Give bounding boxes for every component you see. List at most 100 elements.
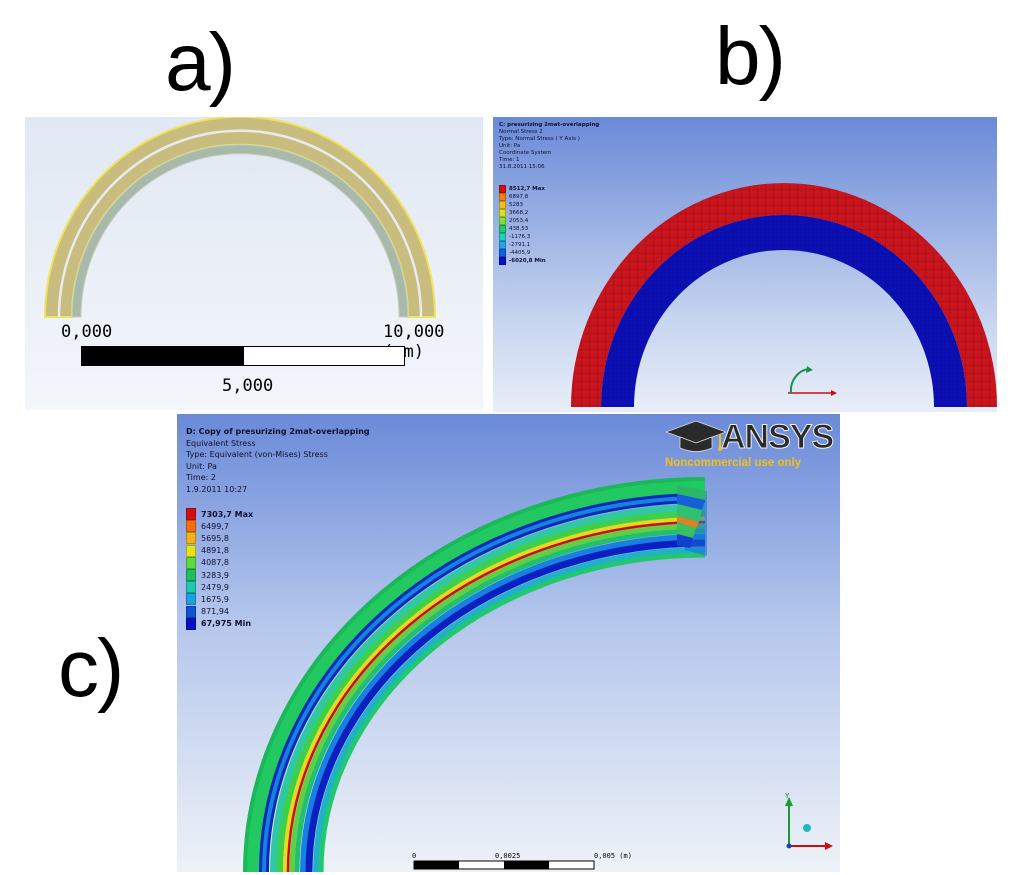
legend-swatch xyxy=(186,556,196,569)
panel-label-c: c) xyxy=(58,623,124,714)
legend-swatch xyxy=(186,593,196,606)
panel-c-header-line: D: Copy of presurizing 2mat-overlapping xyxy=(186,427,370,436)
legend-label: 438,53 xyxy=(509,226,529,232)
legend-label: 4891,8 xyxy=(201,546,229,556)
legend-label: -1176,3 xyxy=(509,234,531,240)
legend-entry: 2479,9 xyxy=(186,581,253,594)
panel-c-header-line: Unit: Pa xyxy=(186,461,217,471)
ansys-logo: ANSYS Noncommercial use only xyxy=(665,418,835,474)
panel-c-header-line: 1.9.2011 10:27 xyxy=(186,484,248,494)
triad-y-label: Y xyxy=(785,792,790,800)
legend-entry: 5283 xyxy=(499,201,546,209)
legend-label: 8512,7 Max xyxy=(509,186,545,192)
legend-label: 7303,7 Max xyxy=(201,509,254,519)
ansys-logo-name: ANSYS xyxy=(720,418,834,457)
scale-label-mid: 5,000 xyxy=(222,376,274,396)
legend-label: 3283,9 xyxy=(201,570,229,580)
legend-swatch xyxy=(499,241,506,249)
panel-b-header-line: Coordinate System xyxy=(499,150,552,156)
ansys-logo-notice: Noncommercial use only xyxy=(665,457,802,469)
legend-label: 3668,2 xyxy=(509,210,529,216)
legend-swatch xyxy=(499,233,506,241)
legend-label: 67,975 Min xyxy=(201,619,252,629)
triad-icon xyxy=(785,797,833,850)
legend-label: -4405,9 xyxy=(509,250,531,256)
legend-swatch xyxy=(186,520,196,533)
panel-b-header-line: Time: 1 xyxy=(499,157,520,163)
panel-b-ring xyxy=(571,183,997,407)
legend-entry: 1675,9 xyxy=(186,593,253,606)
legend-swatch xyxy=(499,209,506,217)
legend-label: 6499,7 xyxy=(201,521,229,531)
legend-swatch xyxy=(499,193,506,201)
legend-label: 2479,9 xyxy=(201,582,229,592)
legend-entry: 8512,7 Max xyxy=(499,185,546,193)
panel-b-header-line: 31.8.2011 15:06 xyxy=(499,164,545,170)
scale-tick-2: 0,005 (m) xyxy=(594,852,632,860)
legend-entry: 4891,8 xyxy=(186,544,253,557)
legend-label: 4087,8 xyxy=(201,558,229,568)
panel-b-legend: 8512,7 Max 6897,8 5283 3668,2 2053,4 438… xyxy=(499,185,546,265)
legend-entry: 871,94 xyxy=(186,605,253,618)
panel-b-normal-stress: C: presurizing 2mat-overlapping Normal S… xyxy=(493,117,997,412)
panel-c-scale-bar xyxy=(413,860,595,870)
panel-c-equivalent-stress: D: Copy of presurizing 2mat-overlapping … xyxy=(177,414,840,872)
legend-swatch xyxy=(186,544,196,557)
panel-c-header-line: Time: 2 xyxy=(186,473,216,482)
legend-label: 5695,8 xyxy=(201,533,229,543)
legend-swatch xyxy=(186,569,196,582)
legend-swatch xyxy=(186,605,196,618)
panel-a-geometry-view: 0,000 10,000 (mm) 5,000 xyxy=(25,117,483,410)
legend-entry: 3668,2 xyxy=(499,209,546,217)
legend-entry: 4087,8 xyxy=(186,556,253,569)
legend-entry: 67,975 Min xyxy=(186,617,253,630)
scale-bar xyxy=(81,346,405,366)
legend-swatch xyxy=(499,225,506,233)
triad-icon xyxy=(788,366,837,396)
legend-label: 2053,4 xyxy=(509,218,529,224)
legend-entry: -4405,9 xyxy=(499,249,546,257)
panel-b-header: C: presurizing 2mat-overlapping Normal S… xyxy=(499,122,599,171)
legend-swatch xyxy=(186,617,196,630)
legend-entry: 6897,8 xyxy=(499,193,546,201)
legend-swatch xyxy=(499,217,506,225)
legend-label: 1675,9 xyxy=(201,594,229,604)
legend-entry: 5695,8 xyxy=(186,532,253,545)
legend-entry: -1176,3 xyxy=(499,233,546,241)
legend-swatch xyxy=(499,201,506,209)
panel-b-header-line: Normal Stress 2 xyxy=(499,129,543,135)
legend-label: 5283 xyxy=(509,202,523,208)
panel-b-header-line: Type: Normal Stress ( Y Axis ) xyxy=(499,136,580,142)
legend-entry: -6020,8 Min xyxy=(499,257,546,265)
scale-tick-0: 0 xyxy=(412,852,417,860)
legend-swatch xyxy=(186,532,196,545)
panel-label-b: b) xyxy=(715,11,786,102)
panel-c-legend: 7303,7 Max 6499,7 5695,8 4891,8 4087,8 3… xyxy=(186,508,253,630)
panel-c-header-line: Equivalent Stress xyxy=(186,438,256,448)
legend-entry: 7303,7 Max xyxy=(186,508,254,521)
legend-label: 6897,8 xyxy=(509,194,529,200)
panel-a-ring xyxy=(43,117,437,318)
scale-label-left: 0,000 xyxy=(61,322,113,342)
panel-b-header-line: Unit: Pa xyxy=(499,143,521,149)
panel-c-header-line: Type: Equivalent (von-Mises) Stress xyxy=(186,450,328,459)
legend-entry: 2053,4 xyxy=(499,217,546,225)
panel-b-header-line: C: presurizing 2mat-overlapping xyxy=(499,122,600,128)
legend-entry: -2791,1 xyxy=(499,241,546,249)
graduation-cap-icon xyxy=(665,420,727,452)
panel-c-arc-tip xyxy=(677,485,707,548)
legend-label: -2791,1 xyxy=(509,242,531,248)
legend-entry: 6499,7 xyxy=(186,520,253,533)
legend-entry: 438,53 xyxy=(499,225,546,233)
legend-swatch xyxy=(499,249,506,257)
panel-label-a: a) xyxy=(165,17,236,108)
legend-entry: 3283,9 xyxy=(186,569,253,582)
scale-tick-1: 0,0025 xyxy=(495,852,521,860)
legend-swatch xyxy=(186,581,196,594)
scale-bar-black-segment xyxy=(82,347,244,365)
legend-swatch xyxy=(186,508,196,521)
panel-c-arc-contour xyxy=(243,477,833,872)
panel-c-header: D: Copy of presurizing 2mat-overlapping … xyxy=(186,426,370,495)
legend-swatch xyxy=(499,185,506,193)
legend-swatch xyxy=(499,257,506,265)
